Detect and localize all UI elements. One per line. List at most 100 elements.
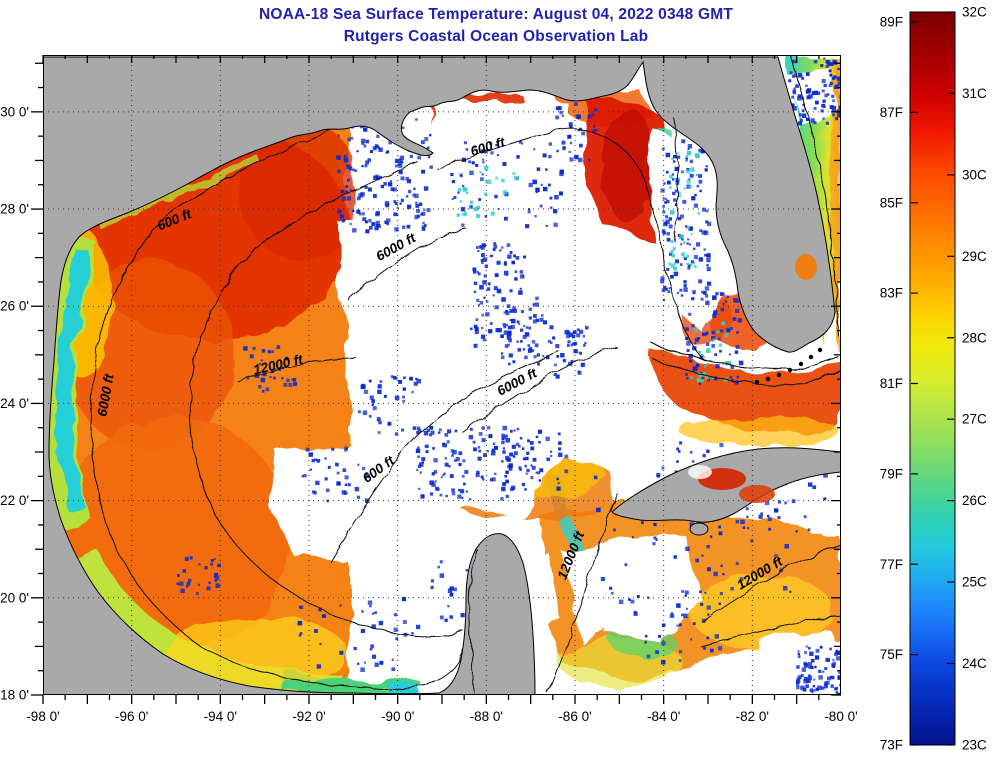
speckle: [187, 578, 192, 583]
overland-data: [688, 254, 817, 503]
speckle: [459, 489, 465, 494]
speckle: [700, 297, 704, 301]
speckle: [316, 458, 321, 463]
speckle: [688, 243, 692, 246]
speckle: [535, 471, 538, 474]
colorbar-f-label: 77F: [880, 557, 903, 572]
speckle: [365, 160, 370, 165]
speckle: [396, 206, 399, 209]
speckle: [813, 59, 818, 64]
speckle: [805, 645, 808, 648]
speckle: [376, 134, 380, 139]
speckle: [808, 662, 813, 667]
speckle: [719, 292, 724, 296]
speckle: [831, 76, 836, 80]
speckle: [577, 114, 582, 119]
speckle: [527, 344, 531, 347]
speckle: [806, 89, 809, 93]
speckle: [379, 380, 383, 383]
speckle: [185, 585, 189, 588]
speckle: [729, 326, 733, 331]
speckle: [394, 432, 399, 436]
speckle: [521, 482, 526, 487]
speckle: [314, 458, 317, 462]
speckle: [825, 64, 829, 69]
speckle: [691, 196, 696, 201]
speckle: [662, 298, 665, 301]
speckle: [468, 160, 472, 164]
speckle: [802, 687, 807, 692]
speckle: [689, 173, 694, 178]
speckle: [804, 677, 808, 681]
speckle: [346, 196, 352, 201]
speckle: [696, 378, 701, 383]
speckle: [831, 113, 836, 117]
speckle: [388, 140, 393, 145]
speckle: [834, 652, 838, 656]
speckle: [363, 389, 369, 394]
speckle: [556, 149, 559, 153]
speckle: [660, 276, 665, 281]
speckle: [303, 473, 307, 478]
speckle: [415, 377, 418, 381]
speckle: [339, 604, 342, 607]
speckle: [668, 175, 673, 179]
speckle: [487, 282, 491, 286]
speckle: [504, 344, 509, 348]
speckle: [673, 262, 677, 265]
speckle: [429, 480, 434, 486]
speckle: [178, 581, 184, 587]
speckle: [560, 353, 565, 358]
speckle: [698, 279, 703, 284]
speckle: [685, 168, 691, 174]
speckle: [553, 222, 558, 227]
speckle: [476, 213, 480, 217]
speckle: [564, 454, 569, 459]
speckle: [714, 353, 718, 357]
speckle: [509, 452, 514, 457]
speckle: [509, 429, 513, 433]
speckle: [807, 646, 811, 650]
speckle: [676, 624, 679, 627]
speckle: [509, 251, 513, 254]
speckle: [665, 152, 671, 158]
speckle: [718, 602, 722, 605]
speckle: [494, 194, 498, 199]
y-tick-label: 30 0': [0, 104, 29, 119]
speckle: [701, 554, 704, 557]
speckle: [674, 166, 679, 172]
speckle: [341, 490, 347, 495]
speckle: [361, 141, 365, 145]
speckle: [674, 189, 678, 193]
speckle: [812, 684, 816, 688]
speckle: [361, 212, 365, 216]
speckle: [469, 205, 473, 209]
speckle: [835, 117, 839, 121]
speckle: [449, 592, 454, 597]
speckle: [345, 190, 349, 194]
speckle: [465, 569, 468, 572]
colorbar-f-label: 81F: [880, 376, 903, 391]
speckle: [677, 155, 681, 159]
speckle: [823, 473, 828, 478]
speckle: [377, 384, 382, 389]
speckle: [372, 194, 377, 198]
speckle: [505, 437, 511, 443]
speckle: [449, 586, 454, 591]
speckle: [829, 74, 833, 77]
speckle: [661, 641, 666, 646]
speckle: [789, 590, 792, 593]
speckle: [390, 375, 394, 378]
speckle: [524, 332, 530, 337]
speckle: [827, 63, 831, 67]
speckle: [324, 457, 327, 460]
speckle: [720, 307, 725, 312]
speckle: [393, 613, 398, 617]
speckle: [705, 375, 709, 380]
speckle: [581, 131, 586, 136]
figure-subtitle: Rutgers Coastal Ocean Observation Lab: [343, 28, 649, 45]
speckle: [417, 155, 422, 160]
speckle: [795, 84, 799, 88]
speckle: [666, 237, 671, 242]
